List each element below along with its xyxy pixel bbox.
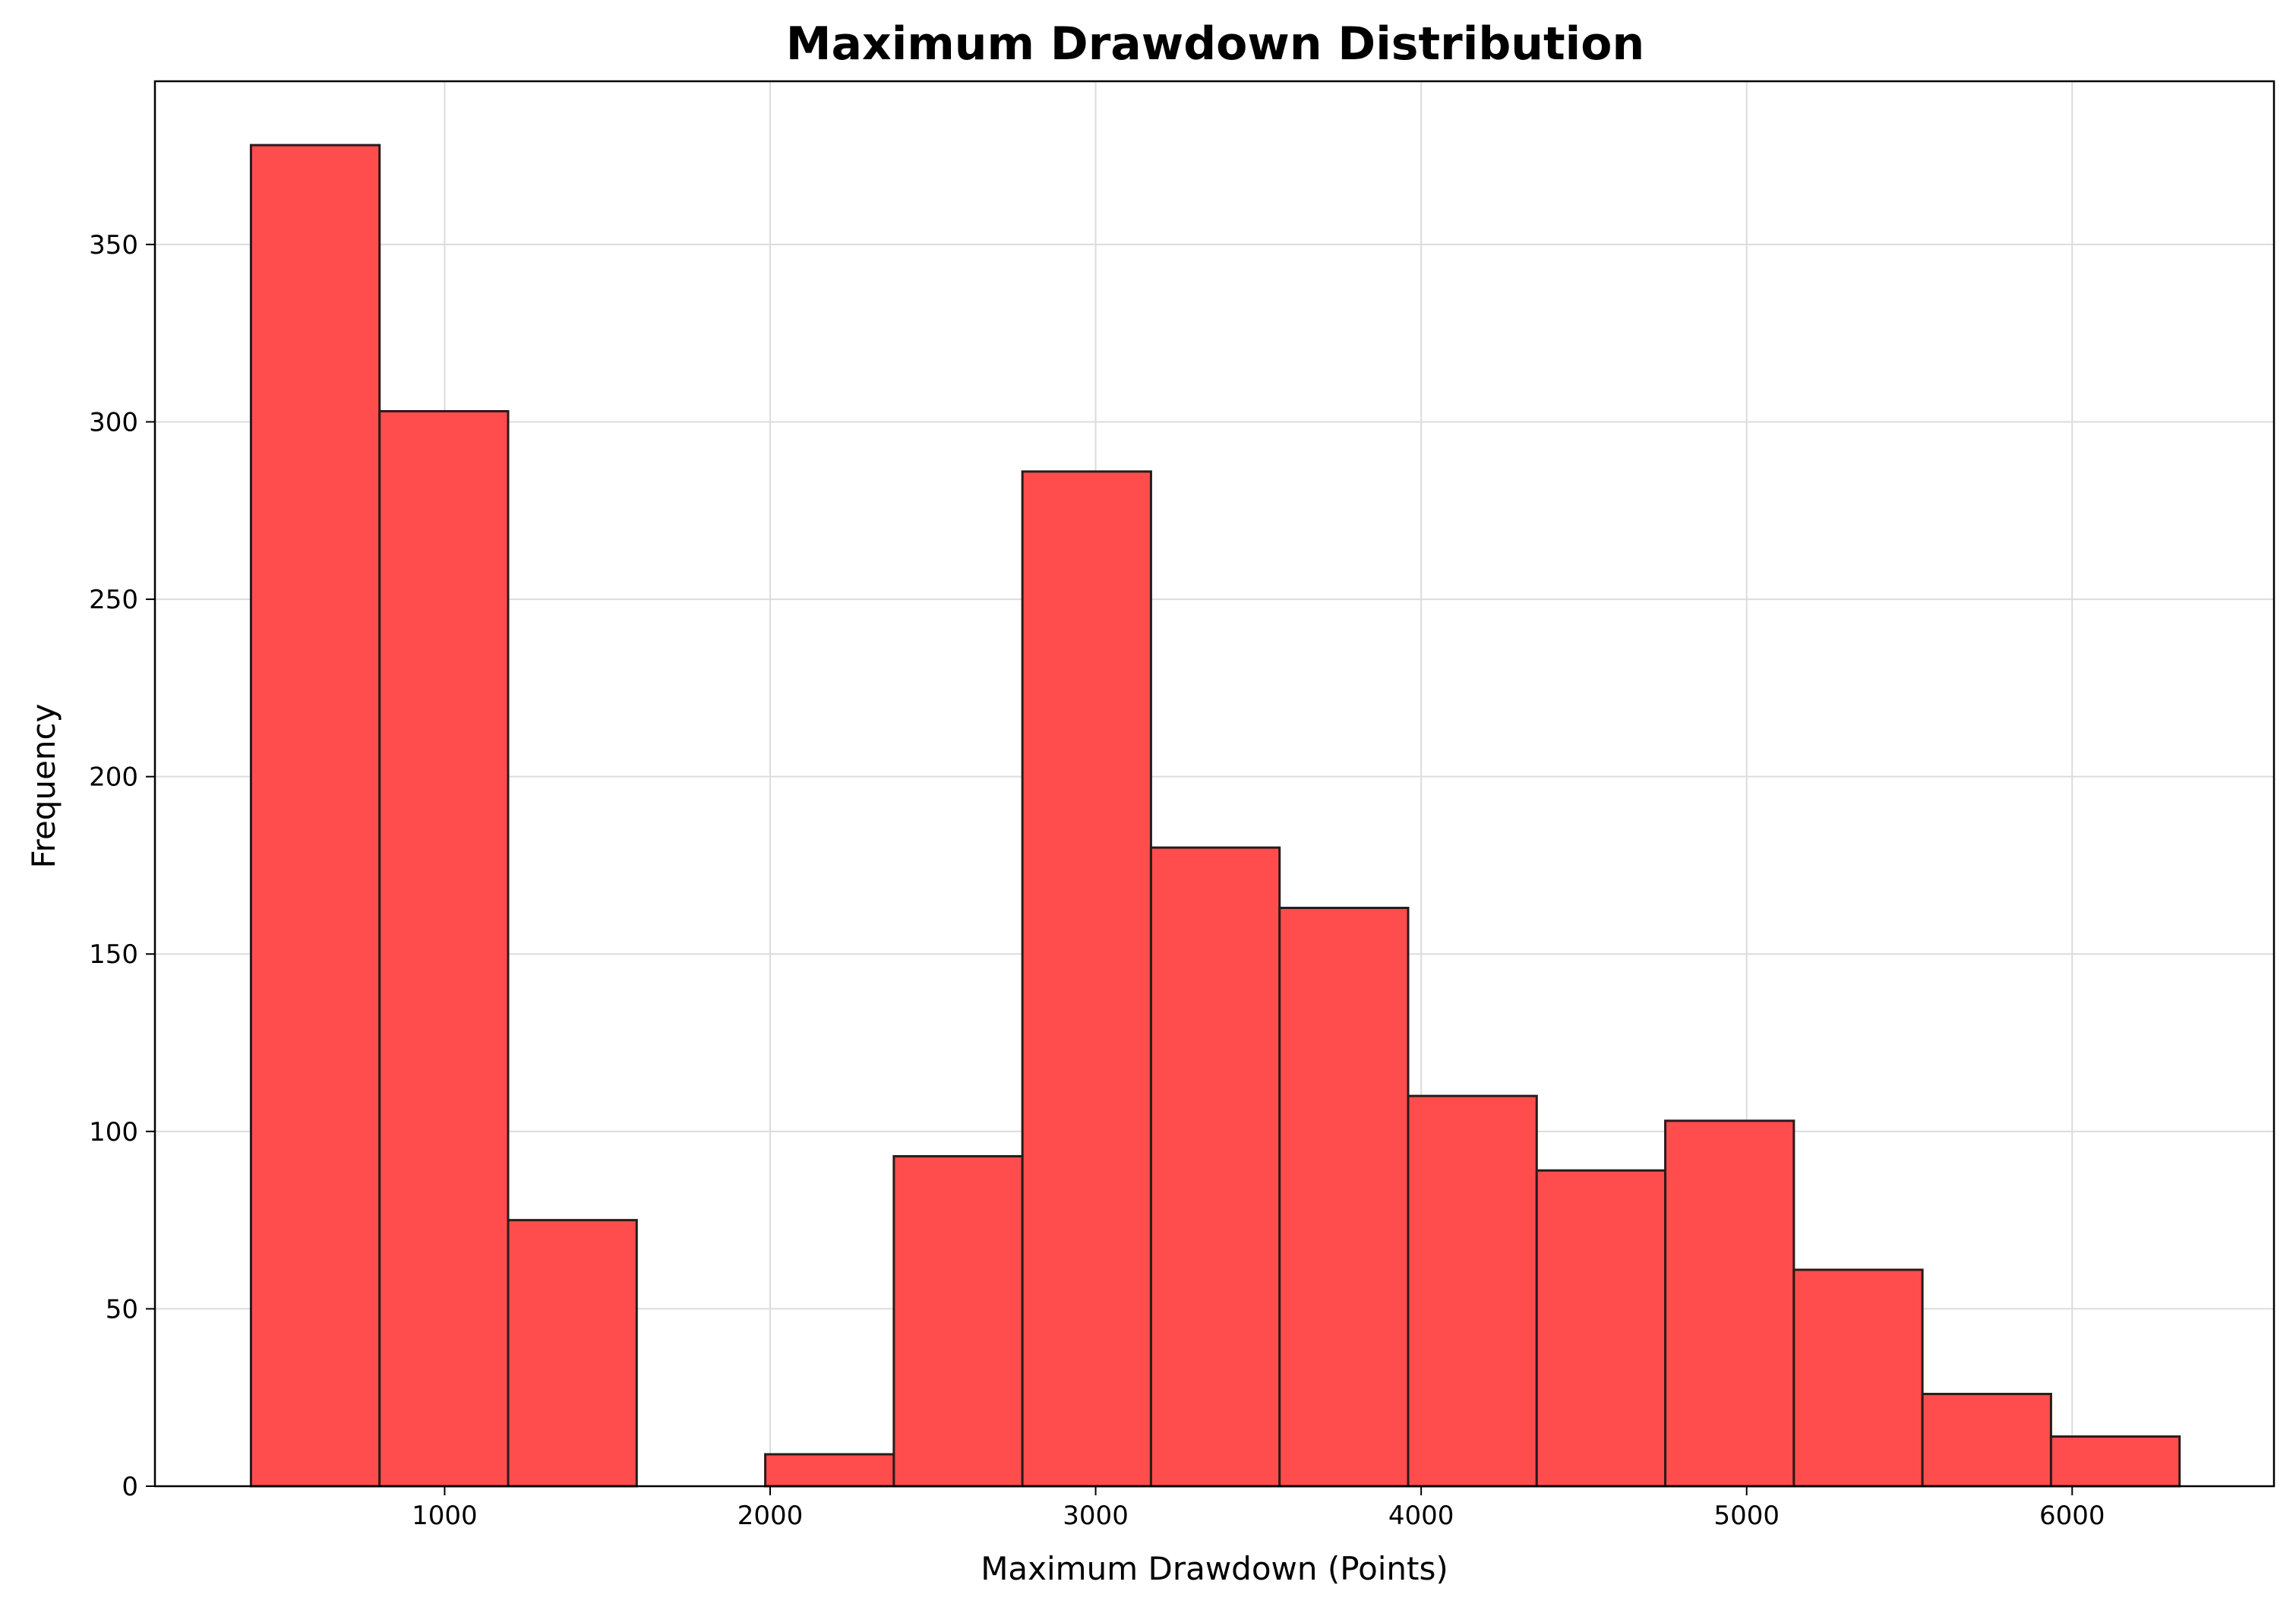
histogram-bar [1921,1393,2052,1488]
y-tick-label: 0 [122,1472,138,1502]
histogram-bar [249,144,381,1488]
chart-title: Maximum Drawdown Distribution [786,17,1644,71]
histogram-bar [1278,907,1410,1488]
y-axis-ticks: 0 50 100 150 200 250 300 350 [89,230,155,1502]
histogram-bar [1149,846,1281,1488]
bars [249,144,2181,1488]
histogram-bar [892,1155,1024,1488]
histogram-bar [1021,470,1152,1488]
x-tick-label: 4000 [1388,1501,1454,1531]
y-axis-label: Frequency [25,704,62,869]
histogram-bar [1535,1169,1667,1488]
x-axis-ticks: 1000 2000 3000 4000 5000 6000 [412,1486,2105,1531]
histogram-bar [1407,1094,1538,1488]
x-axis-label: Maximum Drawdown (Points) [981,1550,1448,1587]
histogram-bar [378,409,510,1488]
histogram-bar [1664,1119,1795,1488]
histogram-bar [764,1453,895,1488]
plot-frame [153,80,2275,1488]
x-tick-label: 2000 [737,1501,804,1531]
x-tick-label: 6000 [2039,1501,2105,1531]
x-tick-label: 5000 [1713,1501,1780,1531]
y-tick-label: 100 [89,1117,138,1148]
y-tick-label: 50 [106,1294,138,1324]
x-tick-label: 1000 [412,1501,478,1531]
y-tick-label: 250 [89,585,138,615]
y-tick-label: 150 [89,939,138,970]
histogram-bar [2049,1435,2181,1488]
y-tick-label: 350 [89,230,138,260]
histogram-bar [1792,1268,1924,1488]
y-tick-label: 200 [89,762,138,793]
x-tick-label: 3000 [1063,1501,1129,1531]
y-tick-label: 300 [89,407,138,437]
histogram-bar [507,1219,638,1488]
